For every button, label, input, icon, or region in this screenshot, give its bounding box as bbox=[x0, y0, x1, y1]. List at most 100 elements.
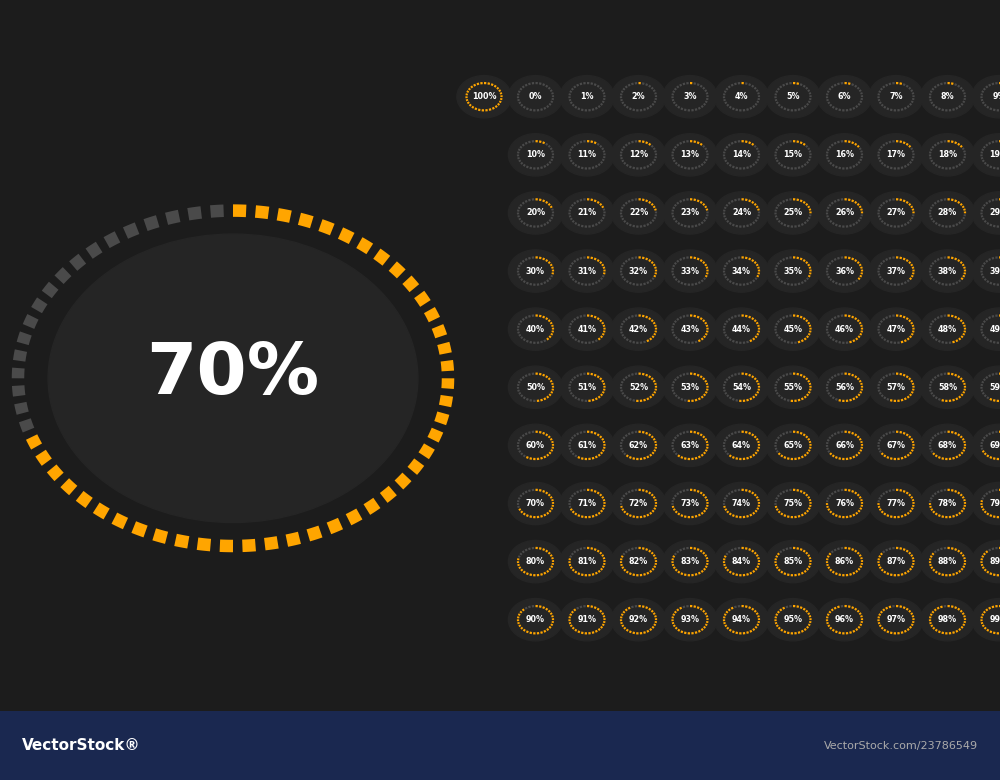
Text: 67%: 67% bbox=[886, 441, 905, 450]
Circle shape bbox=[869, 308, 923, 350]
Text: 59%: 59% bbox=[989, 383, 1000, 392]
Text: 41%: 41% bbox=[578, 324, 596, 334]
Circle shape bbox=[920, 424, 975, 466]
Text: 49%: 49% bbox=[989, 324, 1000, 334]
Text: 47%: 47% bbox=[886, 324, 905, 334]
Text: 52%: 52% bbox=[629, 383, 648, 392]
Text: 15%: 15% bbox=[783, 151, 802, 159]
Text: 5%: 5% bbox=[786, 92, 800, 101]
Circle shape bbox=[766, 250, 820, 292]
Text: 1%: 1% bbox=[580, 92, 594, 101]
Text: 14%: 14% bbox=[732, 151, 751, 159]
Circle shape bbox=[663, 366, 717, 409]
Text: 38%: 38% bbox=[938, 267, 957, 275]
Circle shape bbox=[560, 541, 614, 583]
Text: 77%: 77% bbox=[886, 499, 905, 508]
Circle shape bbox=[714, 308, 769, 350]
Text: 25%: 25% bbox=[783, 208, 803, 218]
Text: 26%: 26% bbox=[835, 208, 854, 218]
Circle shape bbox=[508, 192, 563, 234]
Text: 3%: 3% bbox=[683, 92, 697, 101]
Text: 55%: 55% bbox=[783, 383, 802, 392]
Circle shape bbox=[560, 366, 614, 409]
Text: 97%: 97% bbox=[886, 615, 905, 624]
Text: 9%: 9% bbox=[992, 92, 1000, 101]
Text: 82%: 82% bbox=[629, 557, 648, 566]
Circle shape bbox=[508, 250, 563, 292]
Text: 60%: 60% bbox=[526, 441, 545, 450]
Text: 8%: 8% bbox=[941, 92, 954, 101]
Text: 21%: 21% bbox=[577, 208, 597, 218]
Circle shape bbox=[817, 598, 872, 641]
Circle shape bbox=[714, 598, 769, 641]
Text: 40%: 40% bbox=[526, 324, 545, 334]
Text: 29%: 29% bbox=[989, 208, 1000, 218]
Circle shape bbox=[611, 424, 666, 466]
Text: 51%: 51% bbox=[578, 383, 596, 392]
Circle shape bbox=[817, 308, 872, 350]
Text: 71%: 71% bbox=[578, 499, 596, 508]
Circle shape bbox=[766, 192, 820, 234]
Circle shape bbox=[560, 308, 614, 350]
Circle shape bbox=[508, 598, 563, 641]
Circle shape bbox=[817, 424, 872, 466]
Circle shape bbox=[663, 192, 717, 234]
Circle shape bbox=[869, 598, 923, 641]
Text: 74%: 74% bbox=[732, 499, 751, 508]
Text: 91%: 91% bbox=[578, 615, 596, 624]
Circle shape bbox=[920, 250, 975, 292]
Circle shape bbox=[714, 76, 769, 118]
Text: 75%: 75% bbox=[783, 499, 802, 508]
Circle shape bbox=[817, 541, 872, 583]
Text: 81%: 81% bbox=[577, 557, 597, 566]
Text: 63%: 63% bbox=[680, 441, 700, 450]
Circle shape bbox=[611, 308, 666, 350]
Circle shape bbox=[920, 598, 975, 641]
Circle shape bbox=[817, 482, 872, 525]
Circle shape bbox=[766, 598, 820, 641]
Circle shape bbox=[508, 424, 563, 466]
Circle shape bbox=[508, 541, 563, 583]
Text: 56%: 56% bbox=[835, 383, 854, 392]
Text: 18%: 18% bbox=[938, 151, 957, 159]
Text: 20%: 20% bbox=[526, 208, 545, 218]
Circle shape bbox=[972, 250, 1000, 292]
Text: 19%: 19% bbox=[989, 151, 1000, 159]
Circle shape bbox=[869, 424, 923, 466]
Circle shape bbox=[611, 250, 666, 292]
Text: 95%: 95% bbox=[783, 615, 802, 624]
Text: 11%: 11% bbox=[578, 151, 596, 159]
Text: 70%: 70% bbox=[146, 340, 320, 409]
Circle shape bbox=[508, 133, 563, 176]
Text: 90%: 90% bbox=[526, 615, 545, 624]
Circle shape bbox=[766, 541, 820, 583]
Circle shape bbox=[714, 133, 769, 176]
Circle shape bbox=[972, 366, 1000, 409]
Text: 13%: 13% bbox=[680, 151, 700, 159]
Text: 86%: 86% bbox=[835, 557, 854, 566]
Text: 98%: 98% bbox=[938, 615, 957, 624]
Text: 93%: 93% bbox=[680, 615, 700, 624]
Text: 10%: 10% bbox=[526, 151, 545, 159]
Circle shape bbox=[714, 541, 769, 583]
Circle shape bbox=[869, 366, 923, 409]
Circle shape bbox=[663, 76, 717, 118]
Circle shape bbox=[611, 133, 666, 176]
Text: 27%: 27% bbox=[886, 208, 906, 218]
Text: 53%: 53% bbox=[680, 383, 700, 392]
Circle shape bbox=[972, 192, 1000, 234]
Circle shape bbox=[869, 541, 923, 583]
Circle shape bbox=[869, 76, 923, 118]
Text: 4%: 4% bbox=[735, 92, 748, 101]
Text: VectorStock®: VectorStock® bbox=[22, 738, 141, 753]
Circle shape bbox=[560, 133, 614, 176]
Text: 76%: 76% bbox=[835, 499, 854, 508]
Text: 64%: 64% bbox=[732, 441, 751, 450]
Text: 100%: 100% bbox=[472, 92, 496, 101]
Text: 58%: 58% bbox=[938, 383, 957, 392]
Text: 94%: 94% bbox=[732, 615, 751, 624]
Circle shape bbox=[560, 598, 614, 641]
Text: 99%: 99% bbox=[989, 615, 1000, 624]
Text: 65%: 65% bbox=[783, 441, 802, 450]
Text: 83%: 83% bbox=[680, 557, 700, 566]
